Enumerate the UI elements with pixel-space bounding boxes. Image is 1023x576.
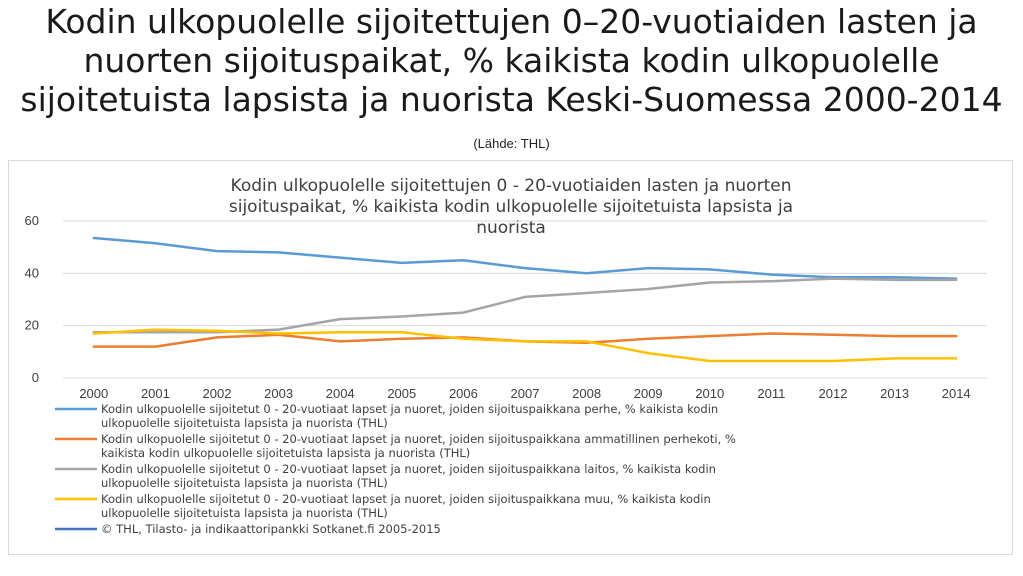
chart-frame: Kodin ulkopuolelle sijoitettujen 0 - 20-… [8,160,1013,555]
legend-entry-text: © THL, Tilasto- ja indikaattoripankki So… [101,522,441,536]
legend-entry-text: Kodin ulkopuolelle sijoitetut 0 - 20-vuo… [101,492,711,506]
series-line [92,236,958,280]
x-tick-label: 2008 [572,386,601,401]
legend-entry-text: Kodin ulkopuolelle sijoitetut 0 - 20-vuo… [101,432,736,446]
x-tick-label: 2001 [141,386,170,401]
legend-entry-text: ulkopuolelle sijoitetuista lapsista ja n… [101,506,388,520]
x-tick-label: 2013 [880,386,909,401]
x-tick-label: 2012 [819,386,848,401]
slide-title-line: Kodin ulkopuolelle sijoitettujen 0–20-vu… [45,2,978,41]
legend-entry-text: kaikista kodin ulkopuolelle sijoitetuist… [101,446,470,460]
series-line [92,332,958,348]
legend-entry-text: ulkopuolelle sijoitetuista lapsista ja n… [101,476,388,490]
y-tick-label: 40 [25,265,39,280]
legend-entry-text: ulkopuolelle sijoitetuista lapsista ja n… [101,416,388,430]
x-tick-label: 2014 [942,386,971,401]
x-tick-label: 2000 [79,386,108,401]
chart-title-line: nuorista [476,218,546,238]
x-tick-label: 2009 [634,386,663,401]
legend-entry-text: Kodin ulkopuolelle sijoitetut 0 - 20-vuo… [101,462,716,476]
series-line [92,277,958,334]
y-tick-label: 0 [32,370,39,385]
chart-title-line: sijoituspaikat, % kaikista kodin ulkopuo… [229,197,793,217]
x-tick-label: 2004 [326,386,355,401]
line-chart: Kodin ulkopuolelle sijoitettujen 0 - 20-… [25,176,987,536]
x-tick-label: 2011 [757,386,785,401]
y-tick-label: 20 [25,318,39,333]
source-note: (Lähde: THL) [473,136,550,151]
x-tick-label: 2005 [387,386,416,401]
x-tick-label: 2010 [695,386,724,401]
series-line [92,328,958,363]
y-tick-label: 60 [25,213,39,228]
slide-title-line: nuorten sijoituspaikat, % kaikista kodin… [83,41,940,80]
x-tick-label: 2007 [511,386,540,401]
slide-title: Kodin ulkopuolelle sijoitettujen 0–20-vu… [0,2,1023,119]
x-tick-label: 2002 [203,386,232,401]
slide-title-line: sijoitetuista lapsista ja nuorista Keski… [20,80,1003,119]
legend-entry-text: Kodin ulkopuolelle sijoitetut 0 - 20-vuo… [101,402,718,416]
x-tick-label: 2006 [449,386,478,401]
x-tick-label: 2003 [264,386,293,401]
chart-title-line: Kodin ulkopuolelle sijoitettujen 0 - 20-… [231,176,792,196]
